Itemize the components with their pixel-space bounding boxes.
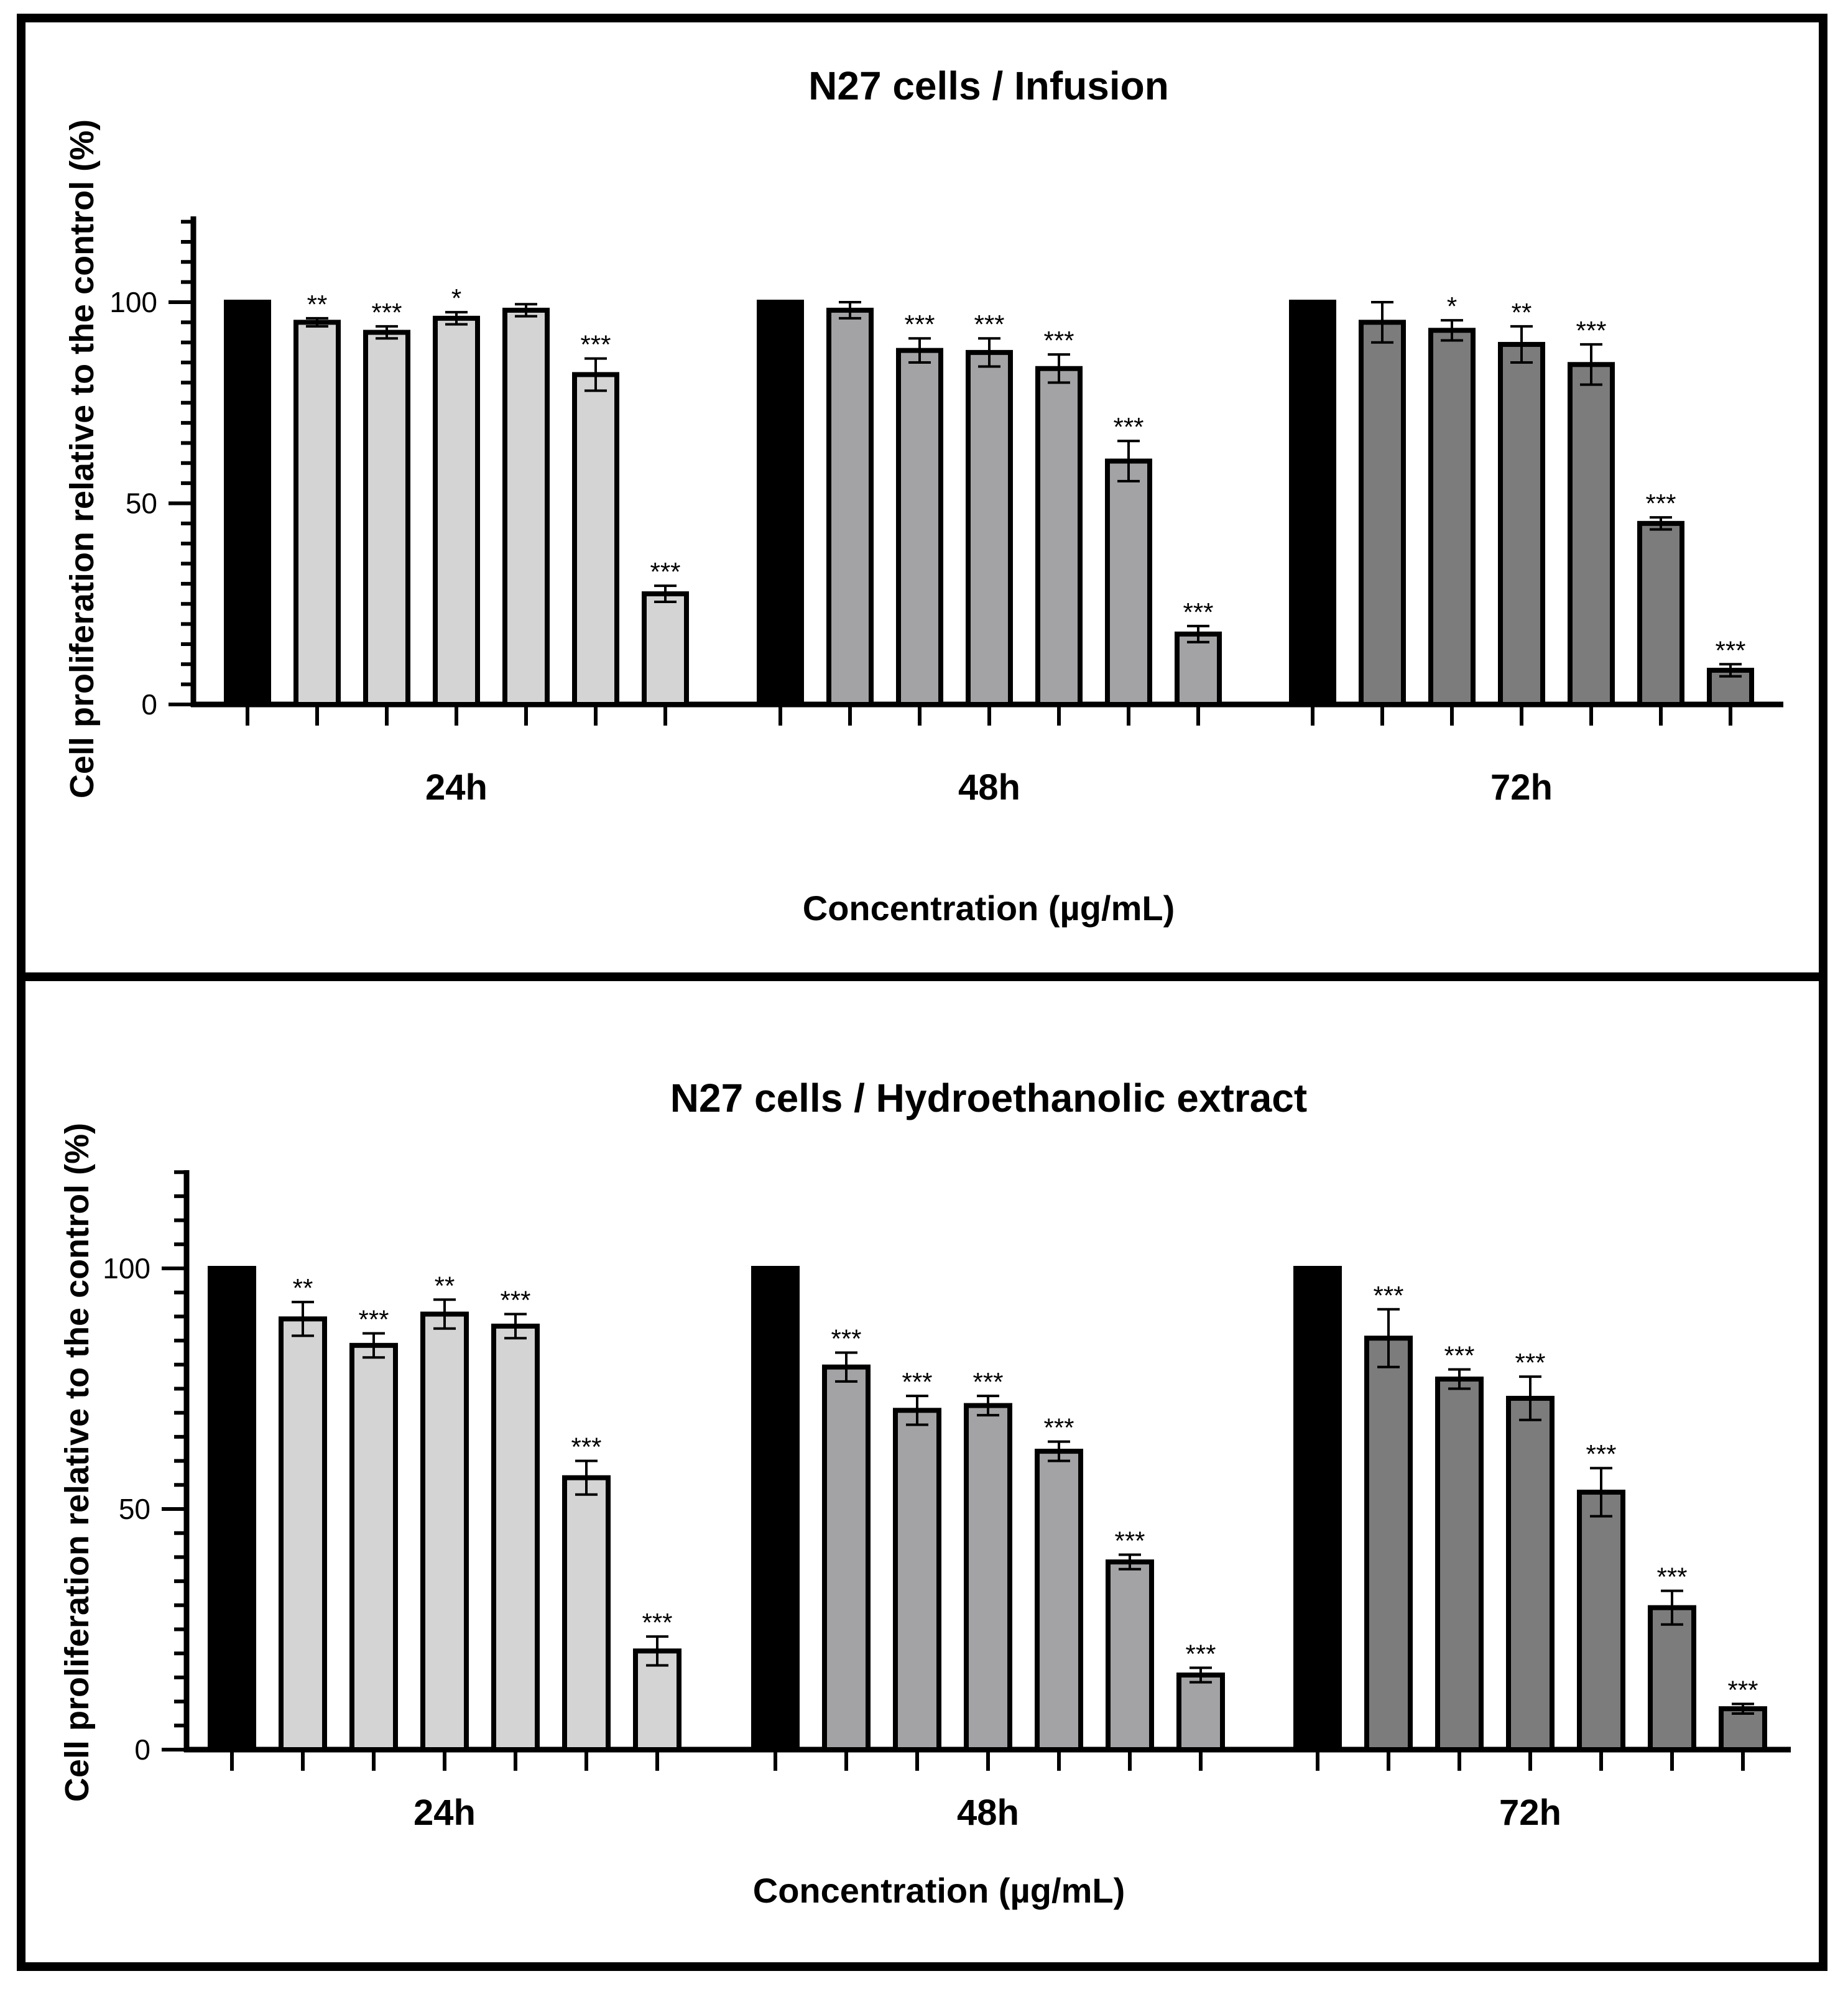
bar (1364, 1336, 1413, 1752)
bar (1035, 1449, 1083, 1753)
group-label: 48h (957, 1793, 1019, 1833)
bar (1175, 631, 1222, 708)
y-tick-label: 100 (103, 1252, 150, 1285)
bar (822, 1364, 871, 1752)
significance-label: *** (1576, 316, 1606, 345)
group-label: 24h (425, 767, 487, 808)
y-tick-label: 50 (119, 1493, 150, 1525)
bar (1498, 341, 1545, 707)
x-axis-label: Concentration (µg/mL) (753, 1871, 1125, 1910)
significance-label: *** (371, 298, 402, 327)
bar (896, 348, 943, 707)
bar (1435, 1377, 1484, 1752)
significance-label: *** (974, 310, 1004, 339)
significance-label: *** (580, 330, 611, 359)
significance-label: * (451, 284, 461, 313)
significance-label: *** (650, 557, 680, 586)
significance-label: *** (571, 1433, 601, 1462)
significance-label: *** (642, 1608, 672, 1637)
significance-label: *** (1727, 1675, 1758, 1704)
y-axis-label: Cell proliferation relative to the contr… (63, 119, 101, 798)
bar (642, 591, 689, 708)
significance-label: *** (1586, 1439, 1616, 1469)
group-label: 24h (413, 1793, 476, 1833)
significance-label: ** (435, 1271, 455, 1300)
bar (826, 307, 874, 707)
bar-control (751, 1266, 800, 1752)
bar (1577, 1489, 1625, 1752)
significance-label: *** (902, 1367, 932, 1396)
bar (1719, 1706, 1767, 1752)
bar (1106, 1559, 1154, 1752)
bar (964, 1403, 1012, 1753)
significance-label: *** (1043, 326, 1074, 355)
bar (966, 349, 1013, 707)
chart-infusion: N27 cells / Infusion Cell proliferation … (63, 63, 1783, 928)
significance-label: *** (1043, 1413, 1074, 1442)
bar (562, 1475, 611, 1752)
significance-label: *** (1373, 1281, 1403, 1310)
significance-label: *** (1185, 1639, 1216, 1668)
bar (572, 372, 619, 707)
bar (293, 320, 341, 707)
significance-label: *** (500, 1286, 530, 1315)
bar (893, 1408, 941, 1753)
panel-frame-hydroethanolic (17, 972, 1827, 1971)
bar (433, 315, 480, 707)
bar (1105, 458, 1152, 707)
significance-label: ** (1512, 298, 1532, 327)
bar (1035, 366, 1083, 707)
bar (1568, 362, 1615, 707)
bar-control (224, 300, 271, 707)
bar (491, 1323, 540, 1752)
significance-label: *** (1645, 489, 1676, 518)
bar (363, 330, 410, 707)
significance-label: *** (1113, 412, 1143, 441)
bar (1176, 1673, 1225, 1753)
y-tick-label: 50 (126, 487, 157, 520)
significance-label: ** (293, 1273, 313, 1303)
bar (1506, 1395, 1555, 1752)
y-tick-label: 0 (141, 688, 157, 721)
significance-label: *** (358, 1304, 389, 1334)
chart-title: N27 cells / Infusion (808, 63, 1169, 108)
y-axis-label: Cell proliferation relative to the contr… (58, 1123, 96, 1802)
group-label: 72h (1490, 767, 1553, 808)
bar (1637, 520, 1684, 707)
group-label: 48h (958, 767, 1020, 808)
significance-label: ** (307, 290, 328, 319)
chart-hydroethanolic: N27 cells / Hydroethanolic extract Cell … (58, 1076, 1791, 1910)
bar-control (757, 300, 804, 707)
bar-control (1293, 1266, 1342, 1752)
significance-label: * (1447, 292, 1457, 321)
bar-control (1289, 300, 1336, 707)
bar-control (208, 1266, 256, 1752)
significance-label: *** (1444, 1341, 1474, 1370)
significance-label: *** (1114, 1526, 1145, 1556)
group-label: 72h (1499, 1793, 1561, 1833)
bar (502, 307, 550, 707)
x-axis-label: Concentration (µg/mL) (803, 888, 1175, 928)
significance-label: *** (1183, 598, 1213, 627)
bar (1359, 320, 1406, 707)
significance-label: *** (904, 310, 935, 339)
significance-label: *** (1715, 635, 1745, 665)
bar (349, 1342, 398, 1753)
significance-label: *** (1515, 1348, 1545, 1377)
chart-title: N27 cells / Hydroethanolic extract (670, 1076, 1307, 1120)
significance-label: *** (1656, 1562, 1687, 1592)
y-tick-label: 100 (109, 286, 157, 318)
bar (1648, 1605, 1696, 1752)
significance-label: *** (973, 1367, 1003, 1396)
bar (279, 1316, 327, 1752)
y-tick-label: 0 (134, 1733, 150, 1766)
bar (420, 1311, 469, 1752)
bar (1428, 328, 1476, 707)
significance-label: *** (831, 1324, 861, 1353)
